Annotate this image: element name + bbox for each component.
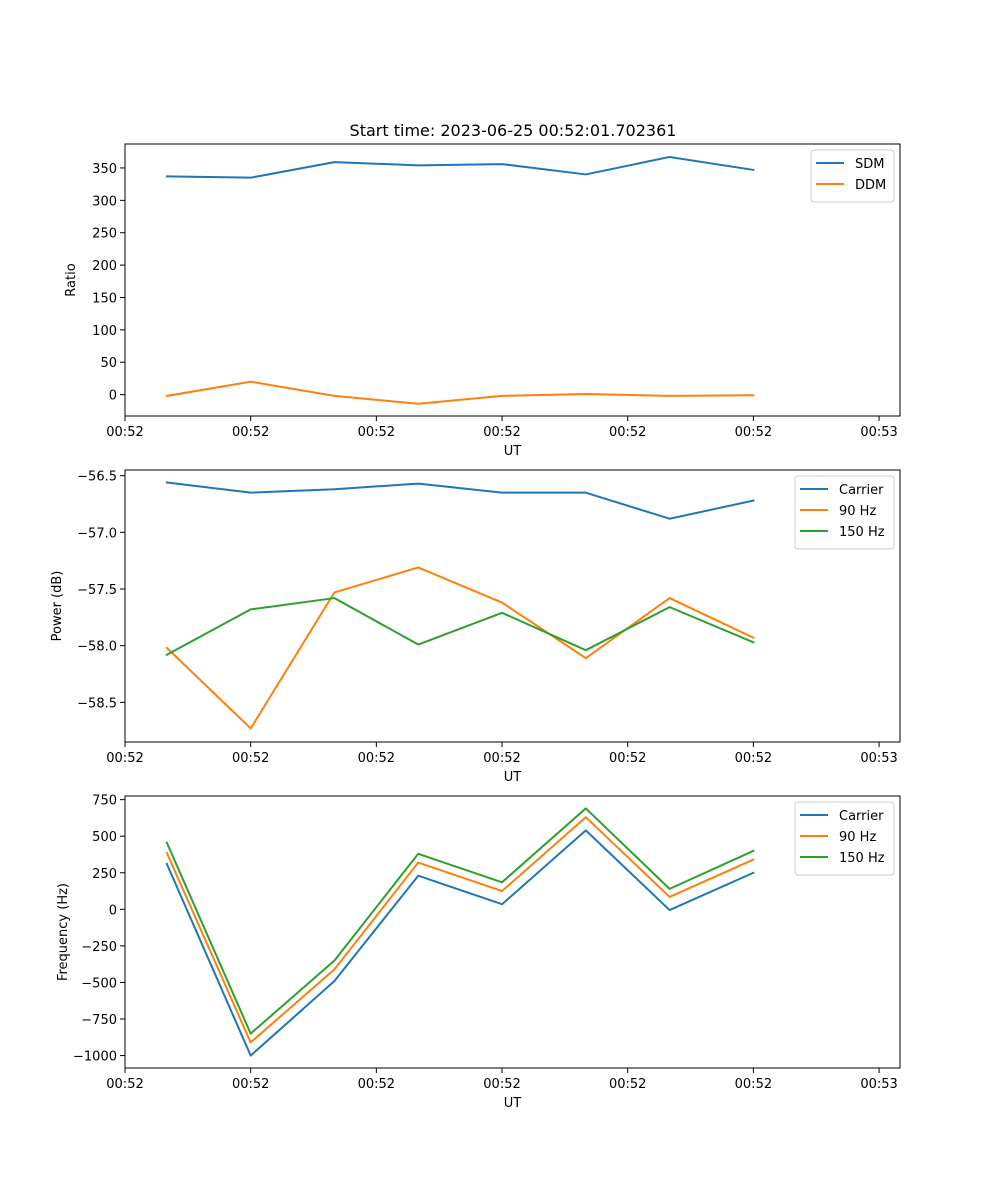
y-axis-label: Ratio (64, 263, 79, 296)
y-tick-label: −57.5 (77, 583, 117, 598)
legend-entry: 90 Hz (839, 504, 876, 519)
y-tick-label: −58.0 (77, 640, 117, 655)
y-tick-label: −250 (81, 940, 117, 955)
x-tick-label: 00:52 (483, 751, 520, 766)
y-tick-label: −1000 (73, 1050, 117, 1065)
x-tick-label: 00:52 (735, 751, 772, 766)
y-tick-label: 250 (92, 867, 117, 882)
series-line-150-hz (165, 597, 755, 657)
ratio-panel: 00:52 00:52 00:52 00:52 00:52 00:52 00:53 0 50 10… (64, 143, 901, 459)
legend: Carrier 90 Hz 150 Hz (794, 475, 895, 550)
x-tick-label: 00:52 (483, 1077, 520, 1092)
y-tick-label: 100 (92, 324, 117, 339)
y-tick-label: 200 (92, 259, 117, 274)
y-tick-label: 300 (92, 194, 117, 209)
y-tick-label: −57.0 (77, 526, 117, 541)
x-tick-label: 00:52 (232, 751, 269, 766)
series-line-ddm (165, 380, 755, 405)
plot-frame (124, 795, 901, 1069)
x-tick-label: 00:52 (232, 1077, 269, 1092)
x-tick-label: 00:52 (609, 425, 646, 440)
y-tick-label: −750 (81, 1013, 117, 1028)
series-line-90-hz (165, 566, 755, 730)
y-tick-label: 750 (92, 794, 117, 809)
series-line-150-hz (165, 807, 755, 1035)
frequency-panel: 00:52 00:52 00:52 00:52 00:52 00:52 00:53 −1000… (56, 794, 901, 1111)
chart-title: Start time: 2023-06-25 00:52:01.702361 (350, 121, 677, 140)
x-tick-label: 00:52 (735, 425, 772, 440)
x-axis-label: UT (504, 1096, 522, 1111)
x-tick-label: 00:52 (106, 751, 143, 766)
y-tick-label: −56.5 (77, 470, 117, 485)
y-tick-label: 500 (92, 830, 117, 845)
x-tick-label: 00:52 (232, 425, 269, 440)
legend-entry: Carrier (839, 809, 884, 824)
x-tick-label: 00:52 (609, 1077, 646, 1092)
y-tick-label: −58.5 (77, 696, 117, 711)
legend: SDM DDM (810, 149, 895, 203)
y-tick-label: 250 (92, 227, 117, 242)
y-tick-label: 150 (92, 291, 117, 306)
x-tick-label: 00:52 (106, 425, 143, 440)
x-tick-label: 00:53 (860, 1077, 897, 1092)
legend-entry: 150 Hz (839, 851, 885, 866)
x-tick-label: 00:53 (860, 751, 897, 766)
legend-entry: SDM (855, 157, 884, 172)
x-tick-label: 00:52 (358, 751, 395, 766)
x-tick-label: 00:52 (609, 751, 646, 766)
series-line-carrier (165, 829, 755, 1057)
y-tick-label: 50 (100, 356, 117, 371)
series-line-carrier (165, 481, 755, 520)
x-tick-label: 00:52 (358, 425, 395, 440)
y-tick-label: 0 (109, 903, 117, 918)
series-line-sdm (165, 155, 755, 179)
x-tick-label: 00:53 (860, 425, 897, 440)
plot-frame (124, 143, 901, 417)
legend-entry: 150 Hz (839, 525, 885, 540)
y-tick-label: 350 (92, 162, 117, 177)
y-axis-label: Frequency (Hz) (56, 883, 71, 981)
legend-entry: Carrier (839, 483, 884, 498)
x-tick-label: 00:52 (483, 425, 520, 440)
plot-frame (124, 469, 901, 743)
x-tick-label: 00:52 (358, 1077, 395, 1092)
y-tick-label: −500 (81, 976, 117, 991)
x-axis-label: UT (504, 770, 522, 785)
x-axis-label: UT (504, 444, 522, 459)
y-axis-label: Power (dB) (50, 571, 65, 642)
x-tick-label: 00:52 (106, 1077, 143, 1092)
legend-entry: DDM (855, 178, 886, 193)
x-tick-label: 00:52 (735, 1077, 772, 1092)
series-line-90-hz (165, 816, 755, 1044)
legend-entry: 90 Hz (839, 830, 876, 845)
legend: Carrier 90 Hz 150 Hz (794, 801, 895, 876)
y-tick-label: 0 (109, 389, 117, 404)
power-panel: 00:52 00:52 00:52 00:52 00:52 00:52 00:53 −58.5… (50, 469, 901, 785)
